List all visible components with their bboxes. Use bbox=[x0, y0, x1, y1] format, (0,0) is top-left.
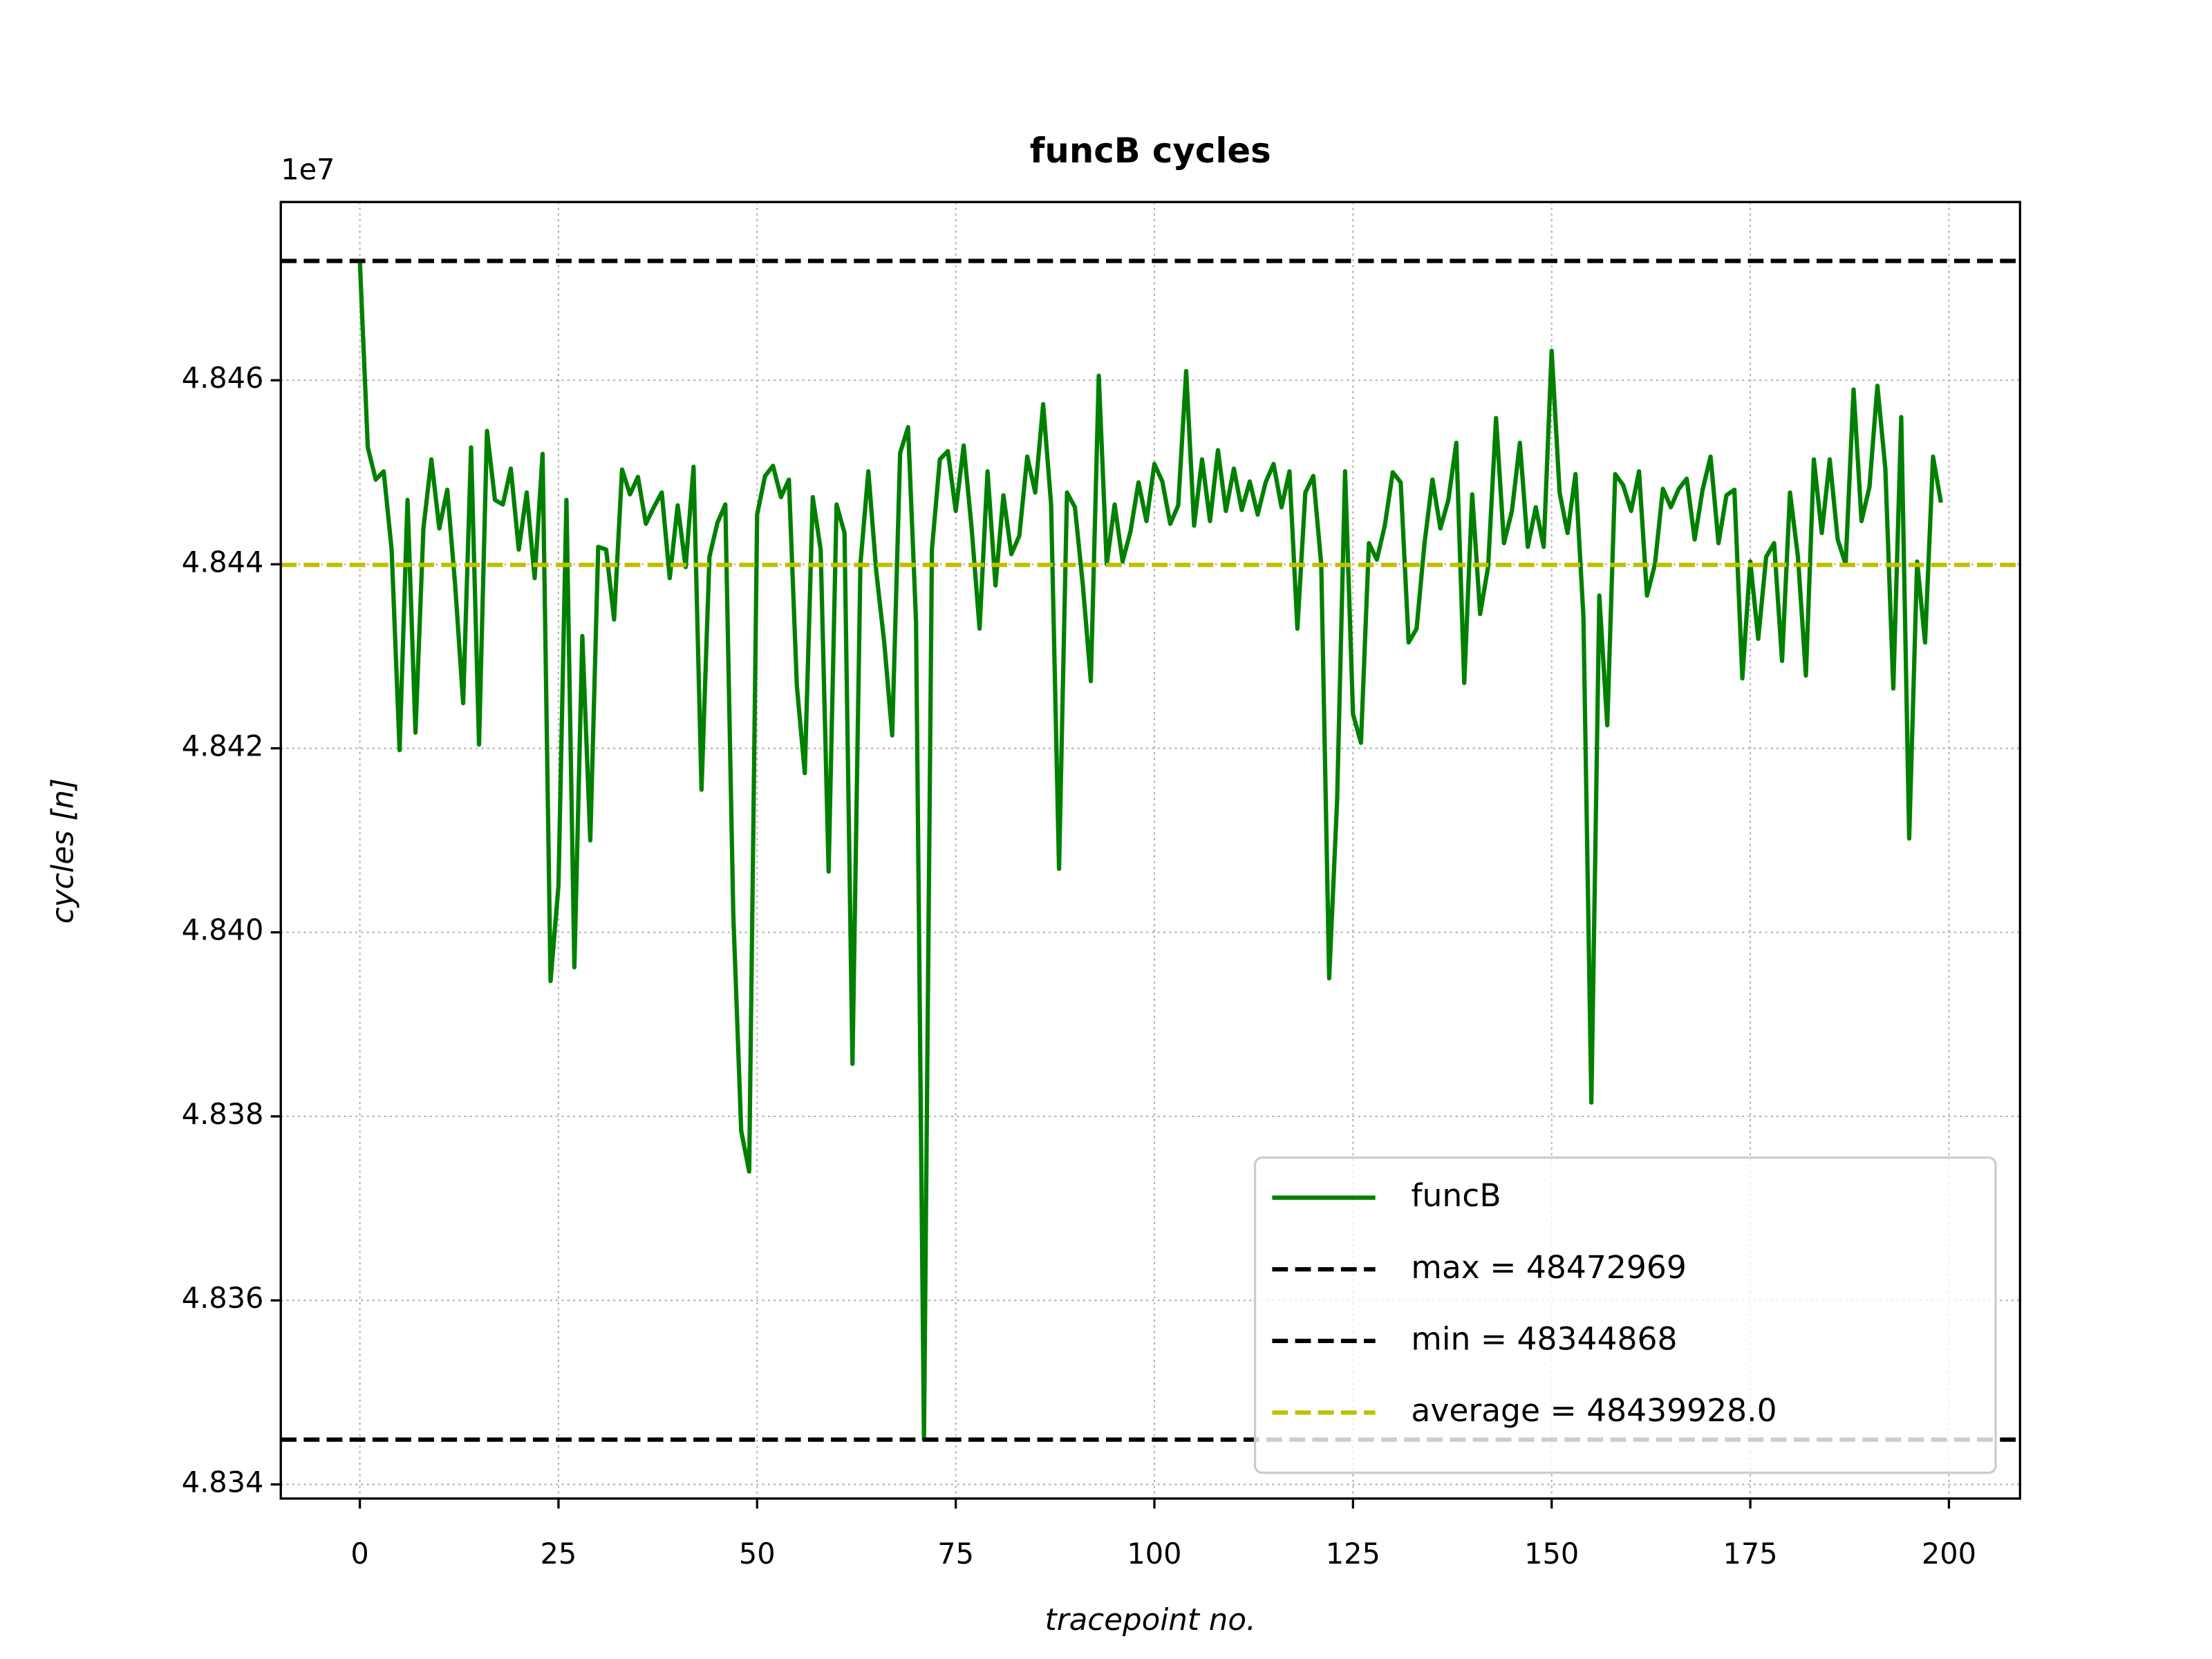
legend-box bbox=[1253, 1156, 1997, 1474]
x-tick-label: 25 bbox=[541, 1537, 577, 1571]
axes-frame bbox=[279, 200, 2021, 1500]
y-axis-label: cycles [n] bbox=[46, 778, 80, 924]
y-tick-label: 4.840 bbox=[182, 914, 264, 947]
y-tick-label: 4.838 bbox=[182, 1098, 264, 1131]
y-tick-label: 4.844 bbox=[182, 545, 264, 579]
y-offset-label: 1e7 bbox=[281, 153, 335, 187]
x-axis-label: tracepoint no. bbox=[1045, 1603, 1256, 1638]
legend-label: average = 48439928.0 bbox=[1411, 1392, 1777, 1429]
data-line bbox=[357, 261, 1943, 1442]
y-tick-label: 4.834 bbox=[182, 1465, 264, 1499]
x-tick-label: 175 bbox=[1723, 1537, 1778, 1571]
legend-label: min = 48344868 bbox=[1411, 1320, 1677, 1357]
chart-title: funcB cycles bbox=[1030, 131, 1271, 171]
x-tick-label: 125 bbox=[1326, 1537, 1380, 1571]
y-tick-label: 4.846 bbox=[182, 362, 264, 395]
y-tick-label: 4.836 bbox=[182, 1282, 264, 1315]
x-tick-label: 0 bbox=[350, 1537, 368, 1571]
legend: funcB max = 48472969 min = 48344868 average… bbox=[1253, 1156, 1997, 1474]
legend-label: max = 48472969 bbox=[1411, 1249, 1686, 1286]
x-tick-label: 150 bbox=[1524, 1537, 1579, 1571]
x-tick-label: 100 bbox=[1127, 1537, 1181, 1571]
x-tick-label: 50 bbox=[739, 1537, 776, 1571]
x-tick-label: 75 bbox=[937, 1537, 974, 1571]
y-tick-label: 4.842 bbox=[182, 730, 264, 763]
legend-label: funcB bbox=[1411, 1177, 1501, 1214]
x-tick-label: 200 bbox=[1922, 1537, 1976, 1571]
